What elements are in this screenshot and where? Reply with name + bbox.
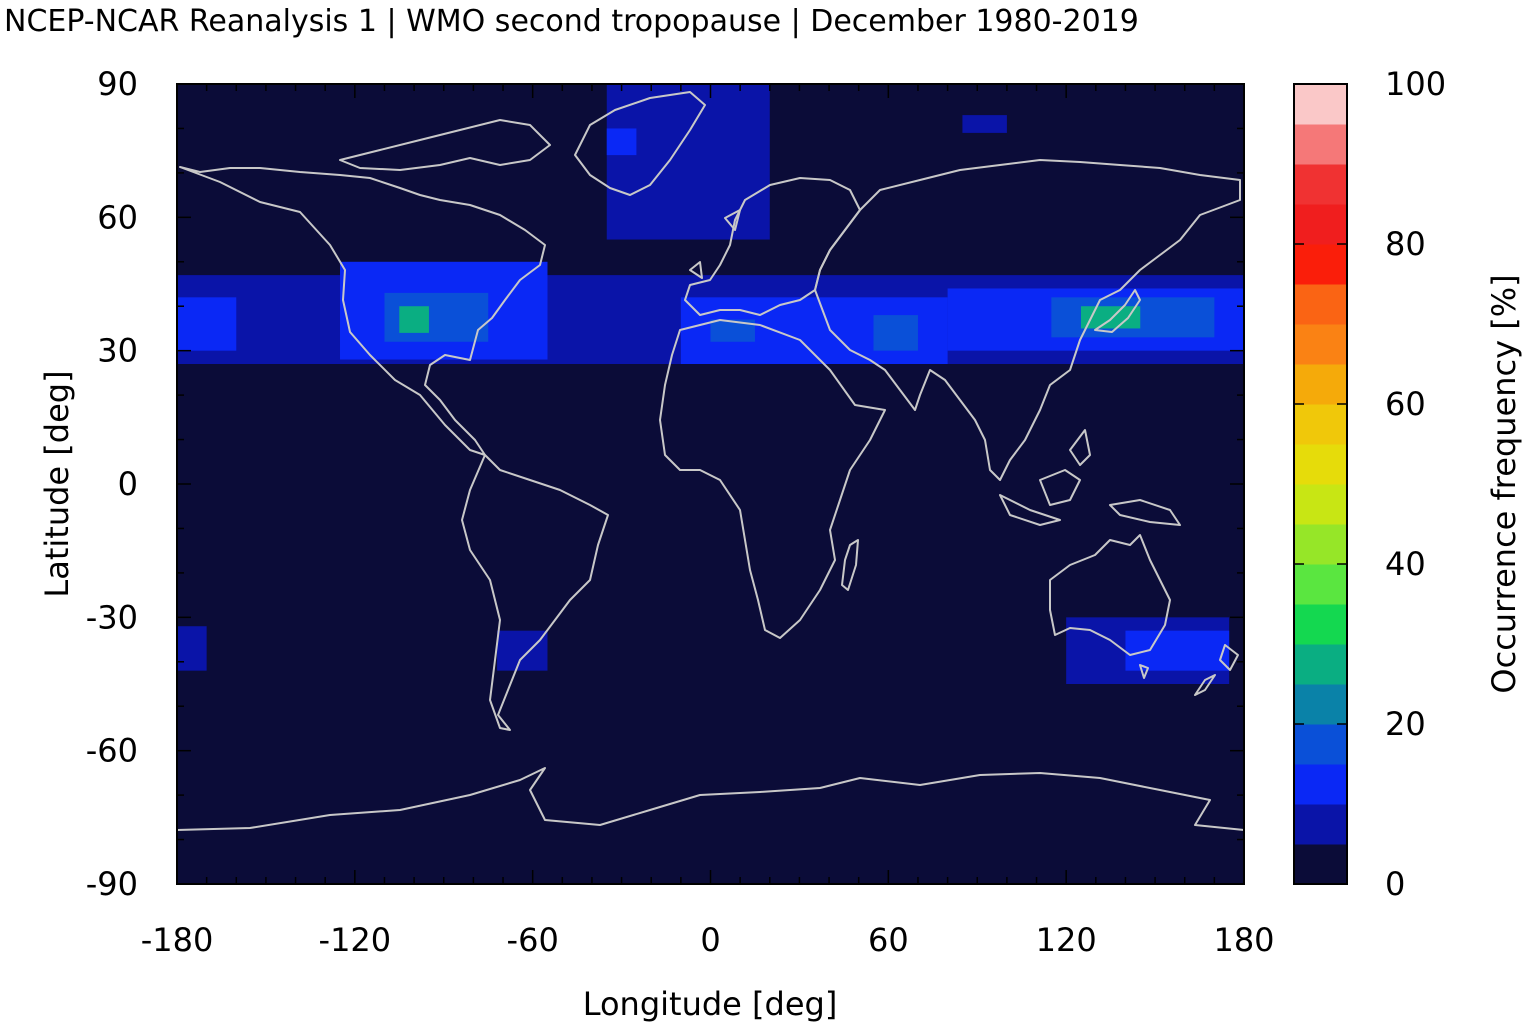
coastline-south-america <box>461 454 609 731</box>
x-tick-label: 60 <box>868 921 909 959</box>
y-axis-label: Latitude [deg] <box>38 370 76 597</box>
colorbar-label: Occurrence frequency [%] <box>1485 274 1523 693</box>
colorbar-segment <box>1294 484 1347 525</box>
colorbar-frame <box>1293 83 1348 885</box>
coastlines <box>177 91 1244 831</box>
colorbar-tick-labels: 0 20 40 60 80 100 <box>1294 65 1446 903</box>
colorbar-segment <box>1294 164 1347 205</box>
frequency-cell <box>497 630 548 671</box>
y-tick-label: -30 <box>86 598 138 636</box>
colorbar <box>1294 84 1347 885</box>
y-tick-label: 90 <box>97 65 138 103</box>
colorbar-segment <box>1294 124 1347 165</box>
colorbar-segment <box>1294 564 1347 605</box>
colorbar-segment <box>1294 444 1347 485</box>
coastline-japan <box>1094 289 1141 333</box>
colorbar-tick-label: 20 <box>1385 705 1426 743</box>
colorbar-tick-label: 80 <box>1385 225 1426 263</box>
coastline-new-guinea <box>1109 499 1181 526</box>
coastline-greenland <box>574 91 706 196</box>
colorbar-segment <box>1294 764 1347 805</box>
y-tick-label: -90 <box>86 865 138 903</box>
colorbar-segment <box>1294 844 1347 885</box>
y-tick-label: 0 <box>118 465 138 503</box>
x-tick-label: -120 <box>319 921 392 959</box>
figure-title: NCEP-NCAR Reanalysis 1 | WMO second trop… <box>4 4 1139 39</box>
y-axis-tick-labels: 90 60 30 0 -30 -60 -90 <box>86 65 138 903</box>
map-frame <box>176 83 1245 885</box>
x-axis-tick-labels: -180 -120 -60 0 60 120 180 <box>141 921 1275 959</box>
coastline-maritime-continent <box>999 429 1091 526</box>
colorbar-segment <box>1294 244 1347 285</box>
colorbar-tick-label: 100 <box>1385 65 1446 103</box>
frequency-cell <box>710 319 755 342</box>
y-tick-label: 30 <box>97 332 138 370</box>
colorbar-tick-label: 60 <box>1385 385 1426 423</box>
frequency-cell <box>873 315 918 351</box>
colorbar-segment <box>1294 684 1347 725</box>
colorbar-segment <box>1294 644 1347 685</box>
y-tick-label: 60 <box>97 198 138 236</box>
frequency-field <box>177 84 1244 684</box>
frequency-cell <box>399 306 429 333</box>
coastline-antarctica <box>177 767 1244 831</box>
coastline-islands <box>689 209 1149 679</box>
coastline-madagascar <box>841 539 859 591</box>
colorbar-segment <box>1294 524 1347 565</box>
x-axis-label: Longitude [deg] <box>583 985 838 1023</box>
colorbar-segment <box>1294 204 1347 245</box>
frequency-cell <box>1080 306 1141 329</box>
frequency-cell <box>606 84 770 240</box>
x-tick-label: -180 <box>141 921 214 959</box>
colorbar-segment <box>1294 284 1347 325</box>
frequency-cell <box>177 626 207 671</box>
colorbar-segment <box>1294 404 1347 445</box>
map-panel <box>176 83 1245 885</box>
colorbar-segment <box>1294 324 1347 365</box>
coastline-new-zealand <box>1194 644 1239 696</box>
frequency-cell <box>962 115 1007 133</box>
frequency-cell <box>1125 630 1230 671</box>
colorbar-tick-label: 40 <box>1385 545 1426 583</box>
colorbar-segment <box>1294 724 1347 765</box>
colorbar-tick-label: 0 <box>1385 865 1405 903</box>
colorbar-segment <box>1294 604 1347 645</box>
coastline-asia <box>814 159 1241 481</box>
coastline-australia <box>1049 534 1171 656</box>
colorbar-segment <box>1294 804 1347 845</box>
frequency-cell <box>606 128 637 156</box>
x-tick-label: 0 <box>700 921 720 959</box>
frequency-cell <box>177 297 237 351</box>
x-tick-label: 180 <box>1213 921 1274 959</box>
coastline-africa <box>659 319 886 639</box>
colorbar-segment <box>1294 364 1347 405</box>
x-tick-label: -60 <box>507 921 559 959</box>
coastline-north-america <box>179 166 546 456</box>
x-tick-label: 120 <box>1036 921 1097 959</box>
y-tick-label: -60 <box>86 732 138 770</box>
colorbar-segment <box>1294 84 1347 125</box>
coastline-arctic-islands <box>339 119 551 171</box>
